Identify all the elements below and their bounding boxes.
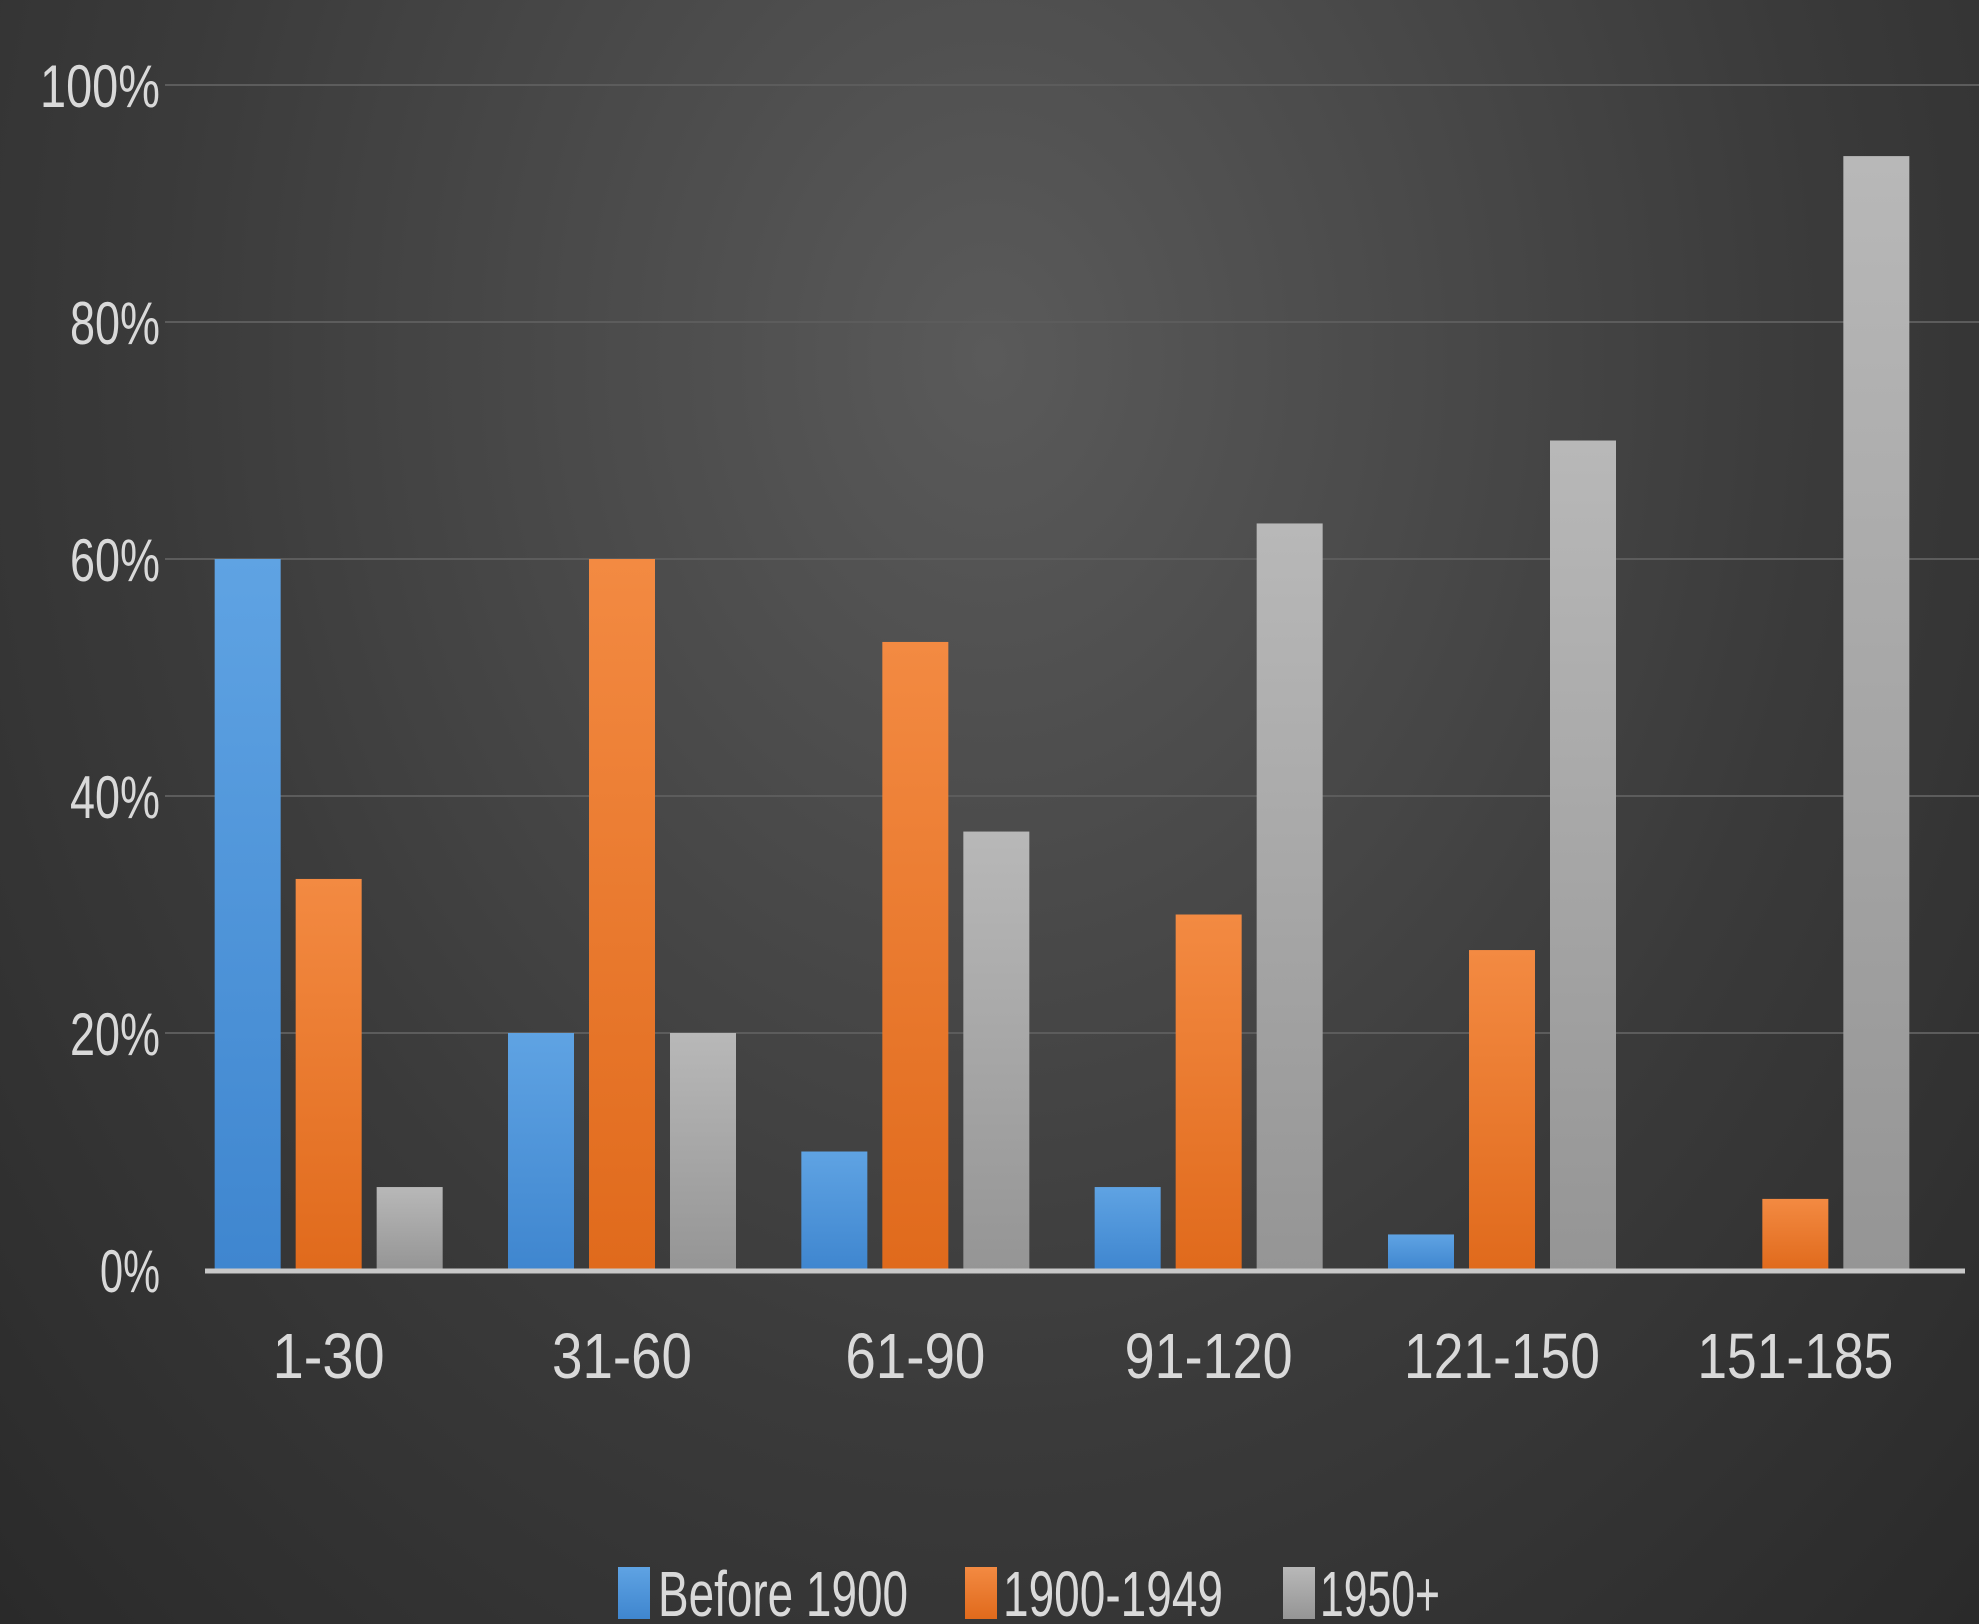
bar-before-1900-1-30	[214, 559, 281, 1270]
bar-1950--31-60	[670, 1033, 736, 1270]
y-tick-label: 0%	[100, 1238, 160, 1305]
y-axis-ticks: 0% 20% 40% 60% 80% 100%	[40, 53, 160, 1305]
bar-before-1900-121-150	[1388, 1234, 1454, 1270]
bar-1900-1949-61-90	[882, 641, 949, 1270]
legend-swatch	[965, 1567, 997, 1619]
legend-label: 1900-1949	[1003, 1558, 1223, 1624]
y-tick-label: 100%	[40, 53, 160, 120]
bar-1950--61-90	[963, 831, 1030, 1270]
legend-item: 1900-1949	[965, 1558, 1223, 1624]
x-tick-label: 31-60	[552, 1320, 692, 1392]
y-tick-label: 40%	[70, 764, 160, 831]
bars	[214, 156, 1910, 1271]
y-tick-label: 60%	[70, 527, 160, 594]
bar-before-1900-91-120	[1094, 1187, 1161, 1270]
legend-item: Before 1900	[618, 1558, 908, 1624]
x-tick-label: 91-120	[1125, 1320, 1293, 1392]
y-tick-label: 20%	[70, 1001, 160, 1068]
legend-swatch	[618, 1567, 650, 1619]
legend-label: 1950+	[1320, 1558, 1440, 1624]
x-tick-label: 151-185	[1697, 1320, 1893, 1392]
bar-1950--91-120	[1256, 523, 1323, 1270]
x-axis-ticks: 1-30 31-60 61-90 91-120 121-150 151-185	[273, 1320, 1894, 1392]
bar-1950--121-150	[1550, 440, 1616, 1270]
bar-1950--151-185	[1843, 156, 1910, 1271]
legend: Before 1900 1900-1949 1950+	[618, 1558, 1440, 1624]
bar-before-1900-61-90	[801, 1151, 868, 1270]
legend-label: Before 1900	[658, 1558, 908, 1624]
bar-1950--1-30	[376, 1187, 443, 1270]
legend-item: 1950+	[1283, 1558, 1440, 1624]
x-tick-label: 121-150	[1404, 1320, 1600, 1392]
x-tick-label: 61-90	[845, 1320, 985, 1392]
bar-1900-1949-1-30	[295, 878, 362, 1270]
gridlines	[165, 84, 1979, 1034]
bar-1900-1949-91-120	[1175, 914, 1242, 1270]
x-tick-label: 1-30	[273, 1320, 385, 1392]
legend-swatch	[1283, 1567, 1315, 1619]
bar-1900-1949-151-185	[1762, 1198, 1829, 1270]
bar-before-1900-31-60	[508, 1033, 574, 1270]
bar-1900-1949-31-60	[589, 559, 655, 1270]
y-tick-label: 80%	[70, 290, 160, 357]
bar-1900-1949-121-150	[1469, 950, 1535, 1270]
